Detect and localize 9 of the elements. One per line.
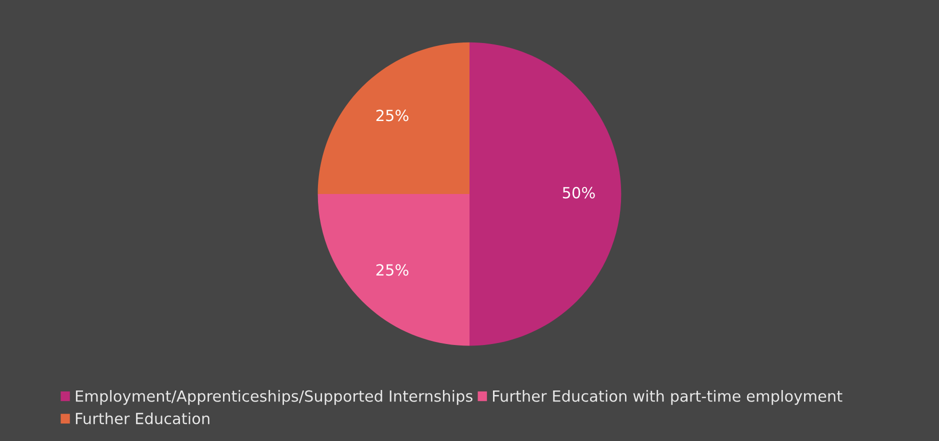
- legend-label: Further Education: [76, 412, 210, 424]
- legend-label: Employment/Apprenticeships/Supported Internships: [76, 390, 472, 405]
- pie-slice: [470, 42, 622, 346]
- data-label: 25%: [376, 264, 408, 276]
- data-label: 50%: [562, 186, 595, 198]
- legend-label: Further Education with part-time employment: [493, 390, 842, 405]
- data-label: 25%: [376, 110, 408, 122]
- pie-slice: [318, 42, 470, 194]
- pie-slice: [318, 194, 470, 346]
